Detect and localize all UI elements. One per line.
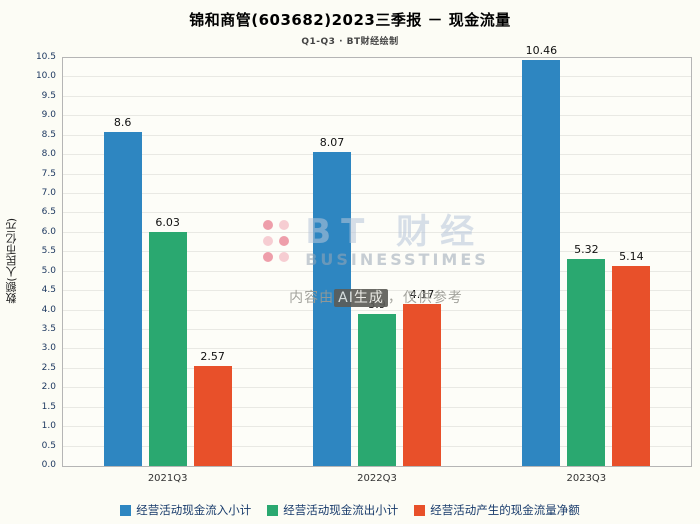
y-tick-label: 6.5	[41, 207, 56, 218]
gridline	[63, 309, 691, 311]
x-tick-label: 2021Q3	[147, 473, 188, 484]
bar-2021Q3-series-1	[103, 131, 142, 466]
bar-2022Q3-series-1	[313, 152, 351, 466]
chart-subtitle: Q1-Q3 · BT财经绘制	[301, 37, 399, 47]
legend-item-3: 经营活动产生的现金流量净额	[414, 502, 580, 518]
legend-swatch-icon	[414, 504, 426, 516]
y-tick-label: 4.0	[41, 304, 56, 315]
bar-2022Q3-series-3	[403, 303, 441, 466]
chart-legend: 经营活动现金流入小计 经营活动现金流出小计 经营活动产生的现金流量净额	[0, 502, 700, 518]
y-tick-label: 7.5	[41, 168, 56, 179]
legend-label: 经营活动现金流出小计	[283, 503, 399, 517]
bar-value-label: 10.46	[525, 43, 558, 57]
y-tick-label: 2.0	[41, 382, 56, 393]
gridline	[63, 270, 691, 272]
y-tick-label: 4.5	[41, 285, 56, 296]
y-tick-label: 9.0	[41, 110, 56, 121]
gridline	[63, 212, 691, 214]
gridline	[63, 76, 691, 78]
bar-2022Q3-series-2	[358, 314, 396, 466]
gridline	[63, 193, 691, 195]
y-tick-label: 6.0	[41, 226, 56, 237]
y-tick-label: 2.5	[41, 362, 56, 373]
bar-2023Q3-series-2	[567, 259, 606, 466]
y-tick-label: 0.0	[41, 460, 56, 470]
y-tick-label: 5.0	[41, 265, 56, 276]
y-tick-label: 7.0	[41, 188, 56, 199]
bar-value-label: 5.32	[574, 243, 599, 257]
legend-item-1: 经营活动现金流入小计	[120, 502, 251, 518]
bar-value-label: 8.07	[319, 136, 345, 150]
bar-value-label: 2.57	[200, 350, 225, 364]
y-axis-label-wrap: 数额(人民币亿元)	[4, 57, 20, 465]
gridline	[63, 115, 691, 117]
legend-item-2: 经营活动现金流出小计	[267, 502, 398, 518]
gridline	[63, 95, 691, 97]
bar-value-label: 6.03	[155, 215, 180, 229]
bar-value-label: 5.14	[619, 250, 644, 264]
y-axis-label: 数额(人民币亿元)	[5, 218, 18, 304]
y-tick-label: 1.5	[41, 401, 56, 412]
gridline	[63, 134, 691, 136]
x-tick-label: 2022Q3	[357, 473, 397, 484]
bar-value-label: 8.6	[113, 115, 132, 129]
gridline	[63, 251, 691, 253]
y-tick-label: 10.5	[35, 52, 56, 62]
legend-swatch-icon	[120, 504, 132, 516]
bar-2023Q3-series-1	[522, 59, 561, 466]
y-tick-label: 5.5	[41, 246, 56, 257]
bar-value-label: 4.17	[409, 287, 435, 301]
plot-area: 8.6 6.03 2.57 8.07 3.9 4.17 10.46 5.32 5.14 2021…	[62, 44, 692, 484]
y-tick-label: 1.0	[41, 421, 56, 432]
x-tick-label: 2023Q3	[566, 473, 607, 484]
y-tick-label: 3.5	[41, 324, 56, 335]
gridline	[63, 231, 691, 233]
y-tick-label: 3.0	[41, 343, 56, 354]
bar-2023Q3-series-3	[612, 266, 651, 466]
y-tick-label: 10.0	[35, 71, 56, 82]
chart-title: 锦和商管(603682)2023三季报 － 现金流量	[189, 11, 511, 29]
legend-swatch-icon	[267, 504, 279, 516]
bar-2021Q3-series-2	[148, 231, 187, 466]
bar-2021Q3-series-3	[193, 366, 232, 466]
y-tick-label: 9.5	[41, 90, 56, 101]
y-tick-label: 8.0	[41, 149, 56, 160]
y-tick-label: 0.5	[41, 440, 56, 451]
gridline	[63, 154, 691, 156]
y-axis-ticks: 0.0 0.5 1.0 1.5 2.0 2.5 3.0 3.5 4.0 4.5 5.0 5.5 6.0 6…	[20, 52, 56, 470]
bars-layer: 8.6 6.03 2.57 8.07 3.9 4.17 10.46 5.32 5.14	[63, 44, 691, 466]
legend-label: 经营活动产生的现金流量净额	[430, 503, 580, 517]
gridline	[63, 173, 691, 175]
legend-label: 经营活动现金流入小计	[136, 503, 252, 517]
y-tick-label: 8.5	[41, 129, 56, 140]
